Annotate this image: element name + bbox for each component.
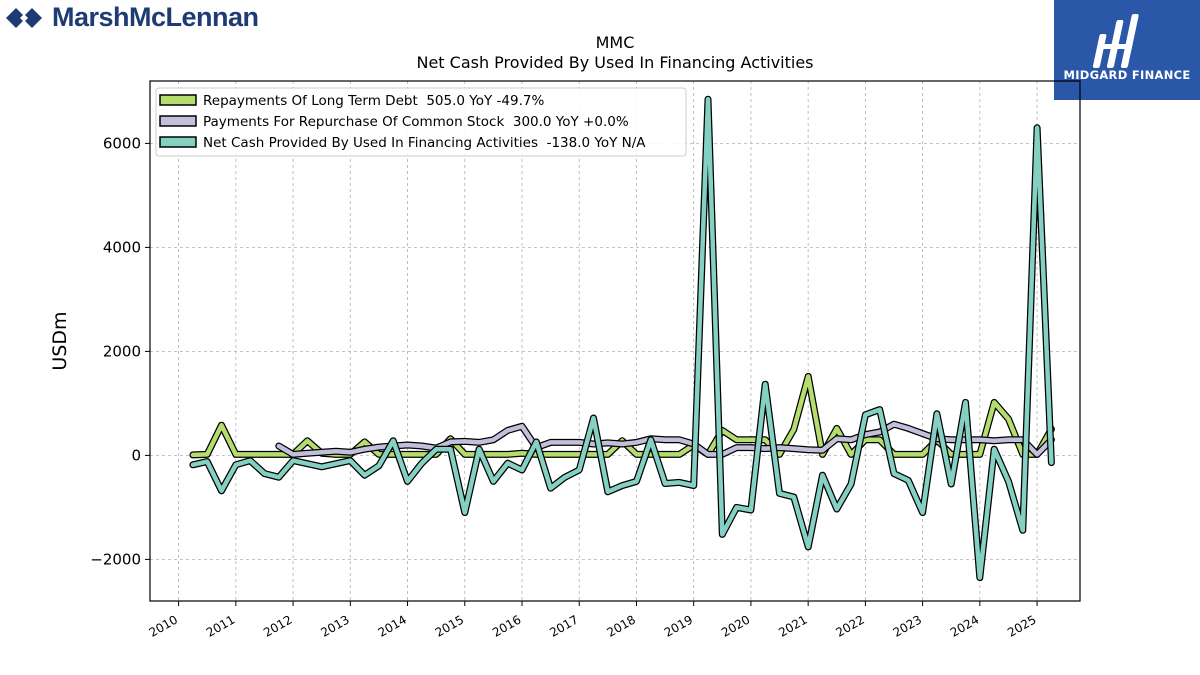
x-tick-label: 2019	[662, 612, 695, 639]
chart-title: MMC	[596, 33, 635, 52]
x-tick-label: 2025	[1005, 612, 1038, 639]
chart-subtitle: Net Cash Provided By Used In Financing A…	[416, 53, 813, 72]
legend-swatch-1	[159, 115, 197, 127]
legend-swatch-0	[159, 94, 197, 106]
x-tick-label: 2018	[605, 612, 638, 639]
x-tick-label: 2014	[376, 612, 409, 639]
axes: −2000 0 2000 4000 6000 2010 2011 2012 2013 2014 20…	[90, 80, 1081, 640]
legend-box	[155, 87, 687, 157]
x-tick-label: 2016	[490, 612, 523, 639]
x-tick-label: 2017	[547, 612, 580, 639]
x-tick-label: 2021	[776, 612, 809, 639]
x-tick-label: 2023	[891, 612, 924, 639]
legend: Repayments Of Long Term Debt 505.0 YoY -…	[155, 87, 687, 157]
series-lines	[189, 95, 1055, 582]
midgard-logo-icon	[1092, 14, 1139, 68]
x-tick-label: 2024	[948, 612, 981, 639]
midgard-name: MIDGARD FINANCE	[1063, 68, 1191, 82]
legend-swatch-2	[159, 136, 197, 148]
y-tick-label: 2000	[103, 342, 141, 360]
legend-label-2: Net Cash Provided By Used In Financing A…	[203, 135, 646, 151]
y-tick-label: 0	[131, 446, 141, 464]
x-tick-label: 2012	[261, 612, 294, 639]
marshmclennan-logo-icon	[6, 7, 42, 28]
x-tick-label: 2011	[204, 612, 237, 639]
series-line-1	[276, 421, 1054, 457]
grid-lines	[150, 81, 1080, 601]
plot-frame	[149, 80, 1081, 602]
legend-label-0: Repayments Of Long Term Debt 505.0 YoY -…	[203, 93, 544, 109]
brand-name: MarshMcLennan	[52, 2, 259, 32]
y-tick-label: 4000	[103, 238, 141, 256]
legend-label-1: Payments For Repurchase Of Common Stock …	[203, 114, 629, 130]
x-tick-label: 2022	[833, 612, 866, 639]
series-line-2	[190, 96, 1054, 580]
x-tick-label: 2020	[719, 612, 752, 639]
x-tick-label: 2013	[318, 612, 351, 639]
midgard-badge: MIDGARD FINANCE	[1054, 0, 1200, 100]
brand-logo: MarshMcLennan	[4, 2, 259, 33]
y-tick-label: −2000	[90, 550, 141, 568]
x-tick-label: 2010	[147, 612, 180, 639]
y-axis-label: USDm	[49, 311, 71, 370]
x-tick-label: 2015	[433, 612, 466, 639]
y-tick-label: 6000	[103, 134, 141, 152]
